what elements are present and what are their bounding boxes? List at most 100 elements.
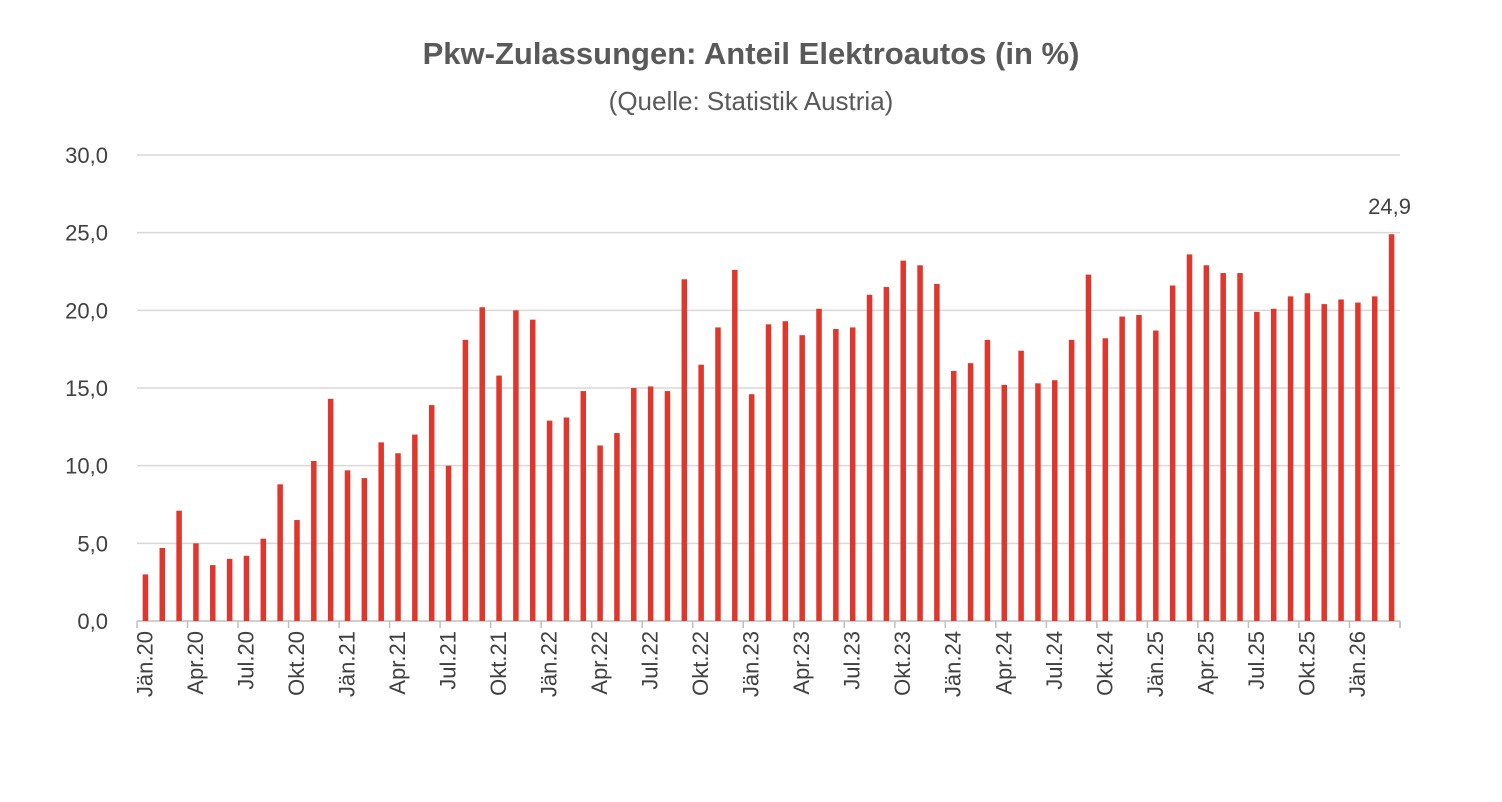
y-tick-label: 25,0: [65, 221, 108, 246]
x-tick-label: Apr.25: [1193, 631, 1218, 695]
bar: [631, 388, 637, 621]
y-tick-label: 20,0: [65, 298, 108, 323]
bar: [782, 321, 789, 621]
x-tick-label: Apr.20: [183, 631, 208, 695]
bar: [193, 543, 199, 621]
bar: [226, 558, 233, 621]
x-tick-label: Okt.24: [1092, 631, 1117, 696]
bar: [361, 478, 368, 621]
x-tick-label: Apr.24: [991, 631, 1016, 695]
y-tick-label: 10,0: [65, 454, 108, 479]
bar: [513, 310, 519, 621]
bar: [1085, 274, 1092, 621]
bar: [681, 279, 688, 621]
x-tick-label: Okt.20: [284, 631, 309, 696]
bar: [260, 538, 267, 621]
bar: [1186, 254, 1193, 621]
bar: [1001, 384, 1008, 621]
bar: [210, 565, 216, 621]
bar: [159, 547, 166, 621]
bar: [445, 465, 452, 621]
x-tick-label: Jän.25: [1143, 631, 1168, 697]
bar: [395, 453, 401, 621]
bar: [1355, 302, 1361, 621]
x-tick-label: Jul.22: [638, 631, 663, 690]
bar: [698, 364, 704, 621]
bar: [176, 510, 182, 621]
bar: [597, 445, 603, 621]
x-tick-label: Jul.20: [233, 631, 258, 690]
bar: [849, 327, 856, 621]
x-tick-label: Jän.22: [537, 631, 562, 697]
x-tick-label: Apr.21: [385, 631, 410, 695]
bar: [614, 433, 620, 621]
bar: [1338, 299, 1344, 621]
bar: [1287, 296, 1294, 621]
x-tick-label: Apr.23: [789, 631, 814, 695]
y-tick-label: 0,0: [77, 609, 108, 634]
x-tick-label: Jän.24: [941, 631, 966, 697]
bar: [344, 470, 351, 621]
bar: [900, 260, 906, 621]
bar: [462, 339, 469, 621]
bar: [1270, 308, 1277, 621]
bar: [748, 394, 755, 621]
bar: [1102, 338, 1109, 621]
x-tick-label: Apr.22: [587, 631, 612, 695]
bar: [866, 294, 873, 621]
bar: [1136, 314, 1142, 621]
bar: [1153, 330, 1159, 621]
y-tick-label: 30,0: [65, 143, 108, 168]
x-tick-label: Okt.25: [1294, 631, 1319, 696]
bar: [765, 324, 772, 621]
bar: [1018, 350, 1024, 621]
bar: [799, 335, 805, 621]
x-tick-label: Okt.23: [890, 631, 915, 696]
data-label: 24,9: [1368, 194, 1411, 219]
chart-subtitle: (Quelle: Statistik Austria): [608, 86, 894, 116]
bar: [546, 420, 553, 621]
bar: [732, 269, 738, 621]
bar: [428, 405, 435, 621]
bar: [917, 265, 923, 621]
bar: [563, 417, 570, 621]
bar: [647, 386, 654, 621]
x-tick-label: Jul.24: [1042, 631, 1067, 690]
bar: [967, 363, 974, 621]
bar: [1169, 285, 1176, 621]
bar: [243, 555, 250, 621]
y-tick-label: 15,0: [65, 376, 108, 401]
bar: [580, 391, 587, 621]
bar: [1321, 304, 1327, 621]
bar: [1237, 273, 1243, 621]
x-tick-label: Jul.23: [840, 631, 865, 690]
bar: [311, 461, 317, 621]
x-tick-label: Jul.25: [1244, 631, 1269, 690]
bar: [1220, 273, 1226, 621]
bar: [327, 398, 334, 621]
x-tick-label: Okt.22: [688, 631, 713, 696]
chart-title: Pkw-Zulassungen: Anteil Elektroautos (in…: [422, 36, 1080, 71]
bar: [1119, 316, 1125, 621]
bar: [1052, 380, 1058, 621]
bar: [1371, 296, 1378, 621]
x-tick-label: Jul.21: [436, 631, 461, 690]
x-tick-label: Jän.20: [132, 631, 157, 697]
bar: [934, 283, 940, 621]
bar: [1388, 234, 1395, 621]
bar: [1304, 293, 1311, 621]
x-tick-label: Okt.21: [486, 631, 511, 696]
y-tick-label: 5,0: [77, 531, 108, 556]
bar: [664, 391, 671, 621]
bar: [1203, 265, 1210, 621]
bar: [294, 520, 300, 621]
bar: [479, 307, 485, 621]
bar: [816, 308, 822, 621]
bar: [1068, 339, 1075, 621]
x-tick-label: Jän.23: [739, 631, 764, 697]
bar: [715, 327, 721, 621]
x-tick-label: Jän.26: [1345, 631, 1370, 697]
bar: [883, 287, 890, 621]
